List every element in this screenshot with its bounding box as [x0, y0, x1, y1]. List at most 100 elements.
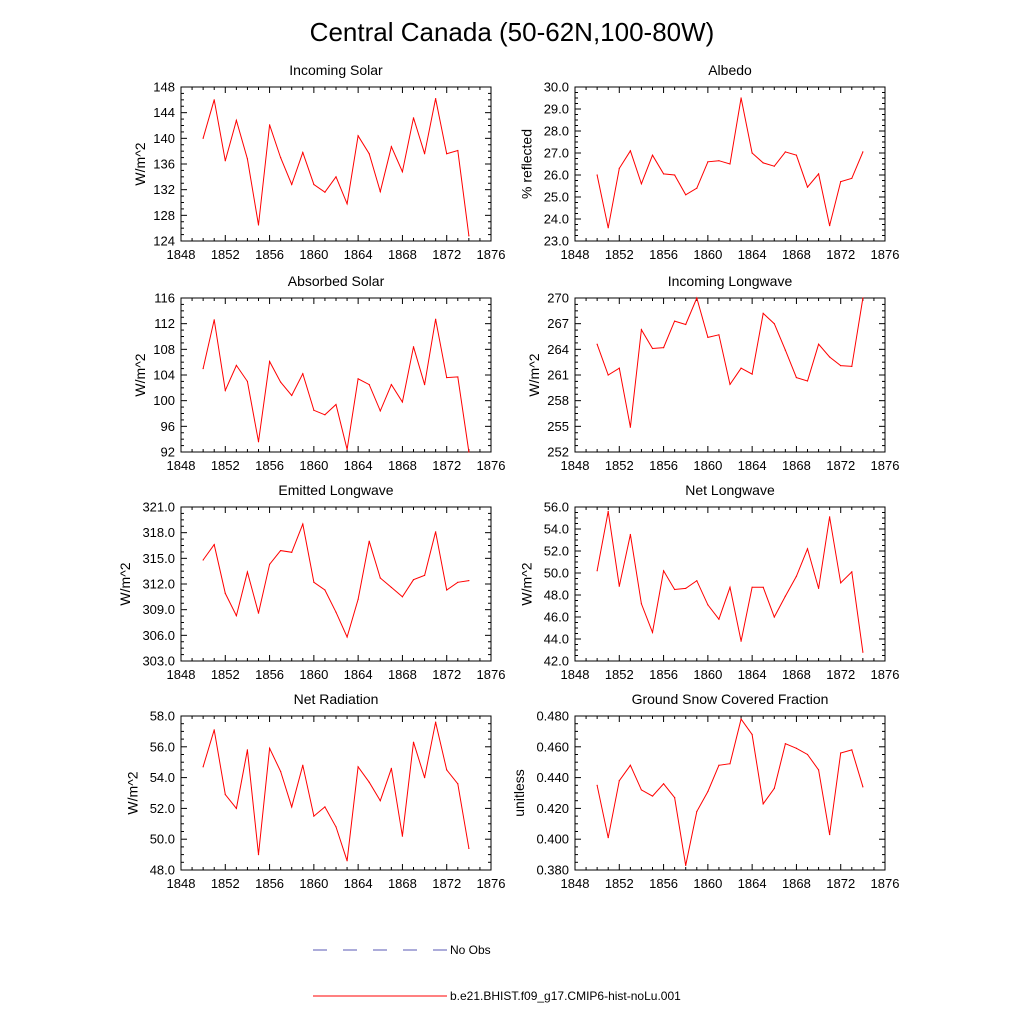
- data-point: [829, 225, 831, 227]
- data-point: [346, 636, 348, 638]
- data-point: [773, 165, 775, 167]
- panel-title: Emitted Longwave: [278, 482, 393, 498]
- data-point: [468, 451, 470, 453]
- y-tick-label: 46.0: [544, 610, 569, 625]
- data-point: [379, 410, 381, 412]
- data-point: [596, 343, 598, 345]
- data-point: [707, 790, 709, 793]
- data-point: [806, 753, 809, 756]
- data-point: [346, 860, 348, 862]
- data-point: [817, 769, 820, 771]
- data-point: [740, 367, 742, 369]
- data-point: [390, 146, 392, 148]
- data-point: [390, 767, 392, 769]
- y-tick-label: 54.0: [544, 522, 569, 537]
- y-tick-label: 52.0: [150, 801, 175, 816]
- plot-frame: [574, 506, 886, 662]
- x-tick-label: 1872: [432, 458, 461, 473]
- x-tick-label: 1860: [299, 247, 328, 262]
- data-point: [213, 319, 215, 321]
- data-point: [718, 160, 720, 162]
- x-tick-label: 1860: [693, 876, 722, 891]
- data-point: [729, 763, 731, 765]
- y-tick-label: 309.0: [142, 602, 175, 617]
- figure-title: Central Canada (50-62N,100-80W): [310, 17, 715, 47]
- y-tick-label: 267: [547, 316, 569, 331]
- y-tick-label: 0.400: [536, 832, 569, 847]
- data-point: [401, 171, 404, 173]
- x-tick-label: 1864: [738, 876, 767, 891]
- data-point: [851, 571, 853, 573]
- data-point: [806, 548, 809, 550]
- y-tick-label: 144: [153, 105, 175, 120]
- data-point: [607, 227, 609, 229]
- y-axis-label: W/m^2: [132, 353, 148, 396]
- data-point: [401, 596, 404, 598]
- y-tick-label: 0.480: [536, 709, 569, 724]
- data-point: [696, 810, 698, 813]
- data-point: [640, 329, 643, 331]
- data-point: [357, 598, 359, 601]
- x-tick-label: 1860: [299, 876, 328, 891]
- data-point: [851, 749, 853, 751]
- data-point: [751, 586, 753, 588]
- data-point: [457, 581, 459, 583]
- data-point: [674, 320, 676, 322]
- data-point: [302, 523, 304, 525]
- x-tick-label: 1864: [344, 458, 373, 473]
- data-point: [674, 588, 676, 591]
- data-point: [729, 163, 731, 165]
- data-point: [762, 312, 764, 314]
- data-point: [435, 721, 437, 723]
- y-tick-label: 0.440: [536, 770, 569, 785]
- plot-frame: [180, 297, 492, 453]
- y-axis-label: W/m^2: [117, 562, 133, 605]
- data-point: [817, 343, 820, 345]
- data-point: [401, 835, 404, 837]
- data-point: [651, 347, 654, 350]
- y-tick-label: 318.0: [142, 525, 175, 540]
- x-tick-label: 1856: [649, 247, 678, 262]
- y-tick-label: 44.0: [544, 632, 569, 647]
- data-point: [618, 367, 620, 369]
- data-point: [335, 826, 337, 828]
- data-point: [806, 186, 809, 188]
- data-point: [213, 729, 215, 731]
- data-point: [379, 577, 381, 579]
- y-tick-label: 52.0: [544, 544, 569, 559]
- plot-frame: [180, 715, 492, 871]
- data-point: [795, 154, 798, 156]
- data-point: [313, 581, 315, 583]
- series-line: [202, 522, 469, 639]
- data-point: [257, 224, 260, 226]
- series-line: [596, 717, 864, 866]
- y-axis-label: W/m^2: [526, 353, 542, 396]
- data-point: [751, 373, 753, 375]
- data-point: [313, 183, 315, 186]
- data-point: [806, 380, 809, 382]
- plot-frame: [574, 715, 886, 871]
- data-point: [795, 575, 798, 577]
- y-tick-label: 264: [547, 342, 569, 357]
- y-tick-label: 0.460: [536, 739, 569, 754]
- y-tick-label: 30.0: [544, 80, 569, 95]
- data-point: [235, 615, 237, 617]
- y-tick-label: 148: [153, 80, 175, 95]
- x-tick-label: 1872: [432, 876, 461, 891]
- x-tick-label: 1852: [605, 667, 634, 682]
- panel-absorbed-solar: Absorbed Solar 1848 1852 1856 1860 1864 1868 18…: [132, 273, 506, 473]
- data-point: [685, 194, 687, 196]
- panel-title: Net Longwave: [685, 482, 775, 498]
- x-tick-label: 1872: [432, 667, 461, 682]
- data-point: [324, 589, 326, 591]
- data-point: [596, 570, 598, 572]
- data-point: [640, 183, 643, 185]
- data-point: [817, 173, 820, 175]
- data-point: [335, 176, 337, 178]
- data-point: [324, 414, 326, 416]
- data-point: [302, 764, 304, 766]
- data-point: [457, 149, 459, 152]
- data-point: [762, 586, 764, 588]
- data-point: [762, 162, 764, 164]
- data-point: [468, 847, 470, 850]
